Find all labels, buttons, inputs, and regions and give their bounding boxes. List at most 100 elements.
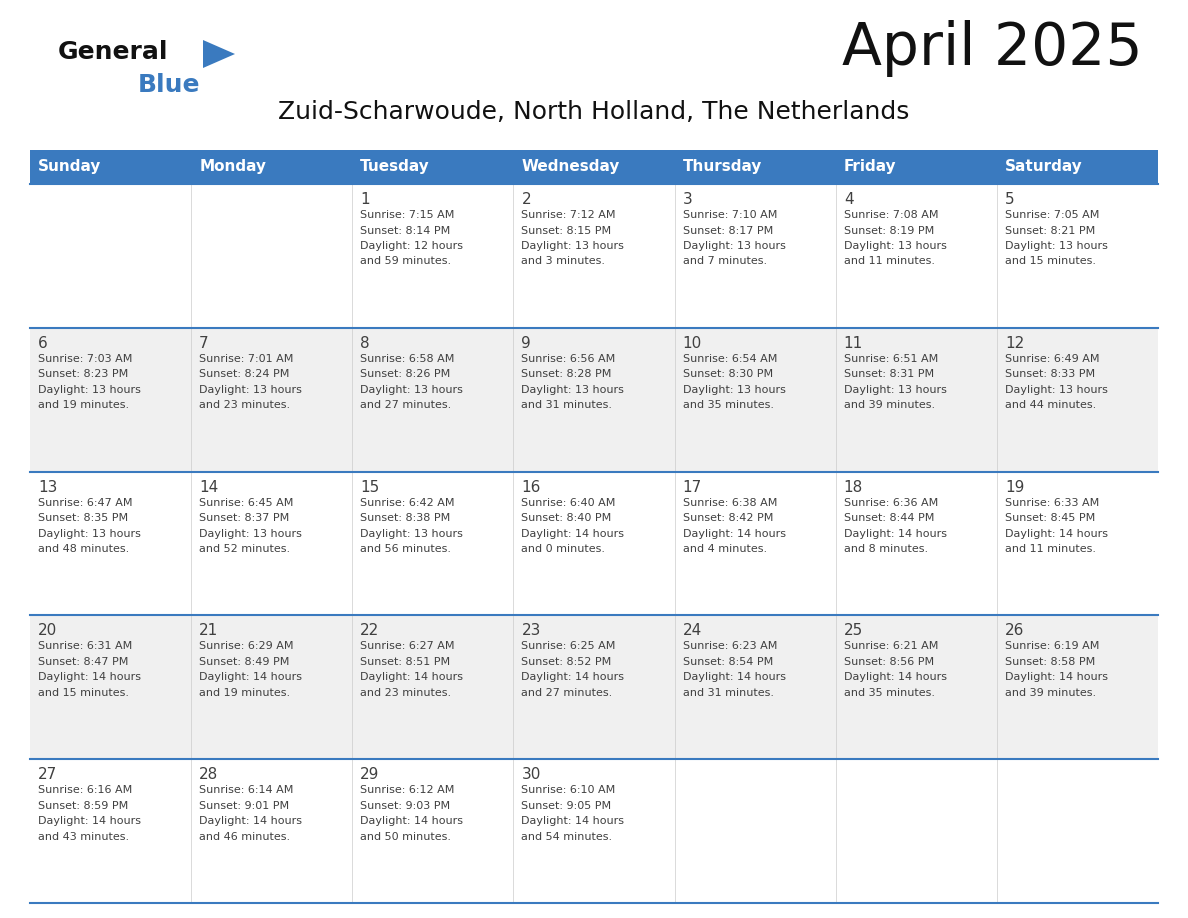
- Text: and 54 minutes.: and 54 minutes.: [522, 832, 613, 842]
- Text: 18: 18: [843, 479, 862, 495]
- Text: Sunrise: 6:47 AM: Sunrise: 6:47 AM: [38, 498, 133, 508]
- Text: Sunset: 8:45 PM: Sunset: 8:45 PM: [1005, 513, 1095, 523]
- Text: Sunset: 8:56 PM: Sunset: 8:56 PM: [843, 657, 934, 666]
- Text: and 48 minutes.: and 48 minutes.: [38, 544, 129, 554]
- Text: Sunset: 9:05 PM: Sunset: 9:05 PM: [522, 800, 612, 811]
- Text: Daylight: 13 hours: Daylight: 13 hours: [522, 385, 625, 395]
- Text: Sunset: 8:21 PM: Sunset: 8:21 PM: [1005, 226, 1095, 236]
- Text: Sunrise: 6:23 AM: Sunrise: 6:23 AM: [683, 642, 777, 652]
- Text: Tuesday: Tuesday: [360, 160, 430, 174]
- Text: Daylight: 13 hours: Daylight: 13 hours: [200, 529, 302, 539]
- Text: Daylight: 14 hours: Daylight: 14 hours: [683, 529, 785, 539]
- Text: 30: 30: [522, 767, 541, 782]
- Text: Sunrise: 6:25 AM: Sunrise: 6:25 AM: [522, 642, 615, 652]
- Text: and 8 minutes.: and 8 minutes.: [843, 544, 928, 554]
- Text: 13: 13: [38, 479, 57, 495]
- Text: and 11 minutes.: and 11 minutes.: [843, 256, 935, 266]
- Text: and 15 minutes.: and 15 minutes.: [38, 688, 129, 698]
- Text: Sunset: 8:33 PM: Sunset: 8:33 PM: [1005, 369, 1095, 379]
- Text: Sunrise: 6:14 AM: Sunrise: 6:14 AM: [200, 785, 293, 795]
- Text: Sunrise: 6:42 AM: Sunrise: 6:42 AM: [360, 498, 455, 508]
- Bar: [30, 472, 1158, 615]
- Text: Sunrise: 7:05 AM: Sunrise: 7:05 AM: [1005, 210, 1099, 220]
- Text: and 19 minutes.: and 19 minutes.: [38, 400, 129, 410]
- Text: Daylight: 13 hours: Daylight: 13 hours: [1005, 385, 1107, 395]
- Text: Daylight: 14 hours: Daylight: 14 hours: [843, 529, 947, 539]
- Text: Sunset: 8:31 PM: Sunset: 8:31 PM: [843, 369, 934, 379]
- Text: Sunset: 8:51 PM: Sunset: 8:51 PM: [360, 657, 450, 666]
- Bar: [30, 328, 1158, 472]
- Text: Sunset: 8:54 PM: Sunset: 8:54 PM: [683, 657, 773, 666]
- Text: 1: 1: [360, 192, 369, 207]
- Text: 23: 23: [522, 623, 541, 638]
- Text: Daylight: 14 hours: Daylight: 14 hours: [522, 672, 625, 682]
- Text: and 35 minutes.: and 35 minutes.: [683, 400, 773, 410]
- Text: Monday: Monday: [200, 160, 266, 174]
- Text: and 3 minutes.: and 3 minutes.: [522, 256, 606, 266]
- Text: Sunset: 8:58 PM: Sunset: 8:58 PM: [1005, 657, 1095, 666]
- Text: 20: 20: [38, 623, 57, 638]
- Text: Sunset: 8:38 PM: Sunset: 8:38 PM: [360, 513, 450, 523]
- Text: Daylight: 13 hours: Daylight: 13 hours: [683, 385, 785, 395]
- Text: Daylight: 14 hours: Daylight: 14 hours: [360, 816, 463, 826]
- Text: Sunset: 8:23 PM: Sunset: 8:23 PM: [38, 369, 128, 379]
- Text: and 11 minutes.: and 11 minutes.: [1005, 544, 1095, 554]
- Text: Sunrise: 6:40 AM: Sunrise: 6:40 AM: [522, 498, 615, 508]
- Text: and 23 minutes.: and 23 minutes.: [360, 688, 451, 698]
- Text: Sunrise: 6:33 AM: Sunrise: 6:33 AM: [1005, 498, 1099, 508]
- Text: Sunrise: 6:56 AM: Sunrise: 6:56 AM: [522, 353, 615, 364]
- Text: and 39 minutes.: and 39 minutes.: [1005, 688, 1097, 698]
- Text: Saturday: Saturday: [1005, 160, 1082, 174]
- Text: Daylight: 14 hours: Daylight: 14 hours: [360, 672, 463, 682]
- Text: Sunset: 9:03 PM: Sunset: 9:03 PM: [360, 800, 450, 811]
- Text: 3: 3: [683, 192, 693, 207]
- Text: Daylight: 13 hours: Daylight: 13 hours: [360, 529, 463, 539]
- Text: Sunrise: 6:31 AM: Sunrise: 6:31 AM: [38, 642, 132, 652]
- Text: Sunrise: 6:19 AM: Sunrise: 6:19 AM: [1005, 642, 1099, 652]
- Text: Sunrise: 7:15 AM: Sunrise: 7:15 AM: [360, 210, 455, 220]
- Text: 27: 27: [38, 767, 57, 782]
- Text: and 0 minutes.: and 0 minutes.: [522, 544, 606, 554]
- Text: Sunset: 8:59 PM: Sunset: 8:59 PM: [38, 800, 128, 811]
- Text: 25: 25: [843, 623, 862, 638]
- Text: Sunrise: 7:10 AM: Sunrise: 7:10 AM: [683, 210, 777, 220]
- Text: Daylight: 14 hours: Daylight: 14 hours: [522, 816, 625, 826]
- Text: 26: 26: [1005, 623, 1024, 638]
- Text: General: General: [58, 40, 169, 64]
- Text: Sunrise: 6:16 AM: Sunrise: 6:16 AM: [38, 785, 132, 795]
- Text: Sunset: 8:37 PM: Sunset: 8:37 PM: [200, 513, 290, 523]
- Text: 8: 8: [360, 336, 369, 351]
- Text: Daylight: 14 hours: Daylight: 14 hours: [38, 672, 141, 682]
- Text: Sunrise: 6:45 AM: Sunrise: 6:45 AM: [200, 498, 293, 508]
- Text: Sunset: 8:28 PM: Sunset: 8:28 PM: [522, 369, 612, 379]
- Text: and 27 minutes.: and 27 minutes.: [360, 400, 451, 410]
- Text: Wednesday: Wednesday: [522, 160, 620, 174]
- Text: Sunrise: 6:54 AM: Sunrise: 6:54 AM: [683, 353, 777, 364]
- Text: Sunrise: 6:29 AM: Sunrise: 6:29 AM: [200, 642, 293, 652]
- Text: Sunset: 8:30 PM: Sunset: 8:30 PM: [683, 369, 772, 379]
- Text: Daylight: 13 hours: Daylight: 13 hours: [1005, 241, 1107, 251]
- Text: and 7 minutes.: and 7 minutes.: [683, 256, 766, 266]
- Bar: [30, 184, 1158, 328]
- Text: Sunset: 8:17 PM: Sunset: 8:17 PM: [683, 226, 773, 236]
- Text: and 4 minutes.: and 4 minutes.: [683, 544, 766, 554]
- Text: Sunrise: 6:27 AM: Sunrise: 6:27 AM: [360, 642, 455, 652]
- Text: Daylight: 13 hours: Daylight: 13 hours: [683, 241, 785, 251]
- Text: and 15 minutes.: and 15 minutes.: [1005, 256, 1095, 266]
- Text: and 35 minutes.: and 35 minutes.: [843, 688, 935, 698]
- Text: Sunset: 8:52 PM: Sunset: 8:52 PM: [522, 657, 612, 666]
- Text: and 23 minutes.: and 23 minutes.: [200, 400, 290, 410]
- Text: and 27 minutes.: and 27 minutes.: [522, 688, 613, 698]
- Text: 4: 4: [843, 192, 853, 207]
- Text: Daylight: 13 hours: Daylight: 13 hours: [38, 529, 141, 539]
- Text: 15: 15: [360, 479, 380, 495]
- Text: 28: 28: [200, 767, 219, 782]
- Text: Sunrise: 7:03 AM: Sunrise: 7:03 AM: [38, 353, 132, 364]
- Text: and 52 minutes.: and 52 minutes.: [200, 544, 290, 554]
- Text: and 39 minutes.: and 39 minutes.: [843, 400, 935, 410]
- Text: Sunset: 8:26 PM: Sunset: 8:26 PM: [360, 369, 450, 379]
- Text: and 31 minutes.: and 31 minutes.: [522, 400, 613, 410]
- Text: Sunday: Sunday: [38, 160, 101, 174]
- Text: Sunrise: 6:49 AM: Sunrise: 6:49 AM: [1005, 353, 1099, 364]
- Text: and 19 minutes.: and 19 minutes.: [200, 688, 290, 698]
